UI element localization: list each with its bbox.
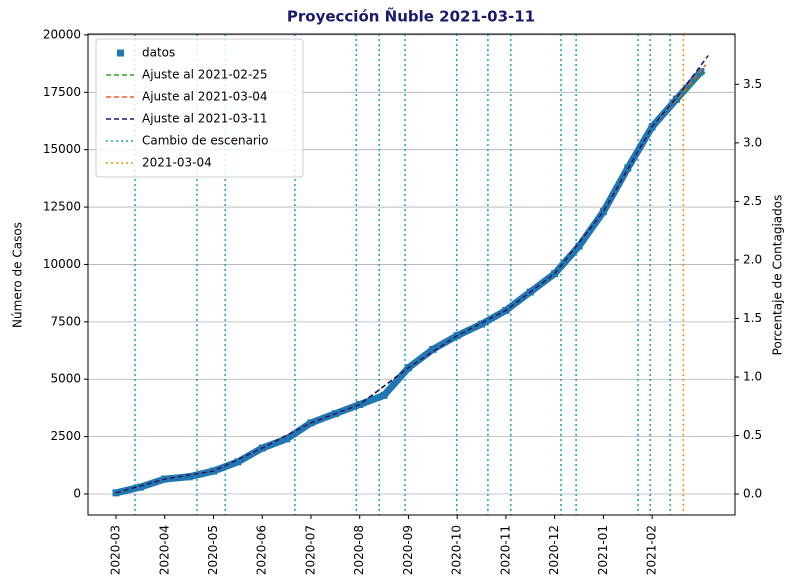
y-tick-label: 5000 [50,372,81,386]
y-tick-label: 12500 [43,200,81,214]
data-point [234,458,242,466]
x-tick-label: 2020-03 [109,525,123,575]
y-tick-label: 15000 [43,142,81,156]
y-tick-label: 17500 [43,85,81,99]
y2-tick-label: 2.0 [743,252,762,266]
chart-title: Proyección Ñuble 2021-03-11 [287,7,535,26]
legend-marker [117,49,124,57]
x-tick-label: 2020-11 [498,525,512,575]
data-point [478,320,486,328]
y2-tick-label: 3.5 [743,77,762,91]
y-tick-label: 20000 [43,27,81,41]
data-point [599,208,607,216]
y2-tick-label: 0.5 [743,428,762,442]
legend-box [95,38,304,178]
x-tick-label: 2020-07 [303,525,317,575]
y2-tick-label: 0.0 [743,487,762,501]
data-point [673,95,681,103]
legend-label: datos [142,46,175,60]
plot-frame [87,33,736,516]
data-point [136,483,144,491]
y-tick-label: 7500 [50,314,81,328]
y-tick-label: 10000 [43,257,81,271]
data-point [185,473,193,481]
fit-line [115,55,709,494]
x-tick-label: 2021-02 [645,525,659,575]
x-tick-label: 2020-08 [352,525,366,575]
y-tick-label: 2500 [50,429,81,443]
data-point [283,435,291,443]
legend-label: Ajuste al 2021-03-11 [142,112,268,126]
y2-tick-label: 2.5 [743,194,762,208]
y2-tick-label: 1.5 [743,311,762,325]
legend-label: Ajuste al 2021-02-25 [142,68,268,82]
legend-label: Ajuste al 2021-03-04 [142,90,268,104]
x-tick-label: 2020-05 [206,525,220,575]
y-tick-label: 0 [73,486,81,500]
y2-tick-label: 3.0 [743,135,762,149]
y2-tick-label: 1.0 [743,369,762,383]
legend-label: 2021-03-04 [142,156,212,170]
x-tick-label: 2020-09 [401,525,415,575]
data-point [380,391,388,399]
y2-axis-label: Porcentaje de Contagiados [771,195,785,356]
data-point [429,345,437,353]
x-tick-label: 2021-01 [596,525,610,575]
x-tick-label: 2020-10 [450,525,464,575]
legend-label: Cambio de escenario [142,134,269,148]
legend: datos Ajuste al 2021-02-25 Ajuste al 2021-… [95,38,304,178]
y-axis-label: Número de Casos [11,222,25,328]
data-point [575,242,583,250]
x-tick-label: 2020-12 [547,525,561,575]
x-tick-label: 2020-06 [255,525,269,575]
x-tick-label: 2020-04 [157,525,171,575]
